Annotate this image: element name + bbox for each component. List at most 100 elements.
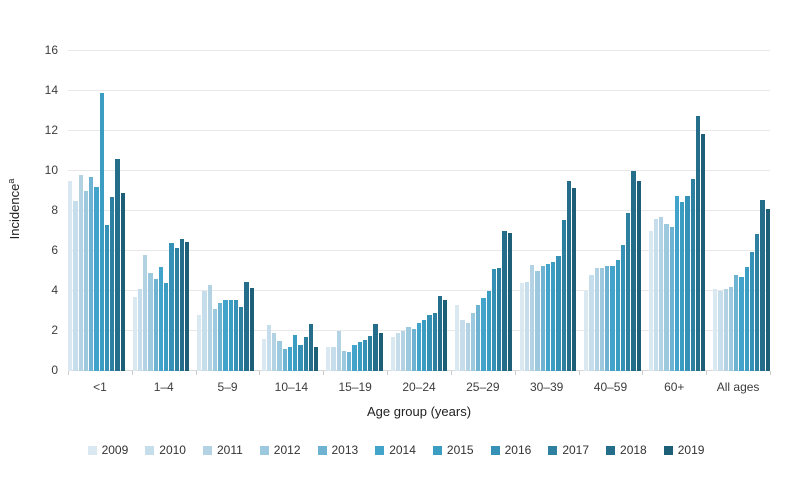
bar-25–29-2016 bbox=[491, 269, 497, 371]
bar-15–19-2019 bbox=[378, 333, 383, 371]
bar-15–19-2016 bbox=[362, 340, 368, 371]
y-tick-label-14: 14 bbox=[44, 83, 58, 97]
legend-swatch-2011 bbox=[202, 445, 212, 455]
bar-25–29-2012 bbox=[470, 313, 476, 371]
bar-15–19-2018 bbox=[373, 324, 378, 371]
bar-<1-2017 bbox=[110, 197, 115, 371]
bar-40–59-2012 bbox=[599, 268, 605, 371]
legend-item-2009: 2009 bbox=[87, 443, 128, 457]
bar-group-15–19 bbox=[326, 51, 383, 371]
x-axis-tick-mark bbox=[514, 371, 516, 375]
bar-5–9-2018 bbox=[244, 282, 249, 371]
bar-60+-2012 bbox=[664, 224, 669, 371]
bar-40–59-2009 bbox=[584, 291, 589, 371]
legend-label-2014: 2014 bbox=[389, 443, 416, 457]
bar-60+-2011 bbox=[659, 217, 664, 371]
legend-swatch-2010 bbox=[145, 445, 155, 455]
bar-60+-2015 bbox=[680, 202, 685, 371]
y-axis-title-superscript: a bbox=[5, 178, 16, 184]
legend-item-2011: 2011 bbox=[202, 443, 243, 457]
bar-10–14-2017 bbox=[303, 337, 308, 371]
gridline-y-10 bbox=[68, 170, 770, 171]
bar-group-1–4 bbox=[132, 51, 190, 371]
bar-<1-2010 bbox=[73, 201, 78, 371]
plot-area bbox=[68, 50, 770, 371]
bar-30–39-2019 bbox=[572, 188, 577, 371]
bar-All ages-2011 bbox=[723, 289, 728, 371]
bar-<1-2011 bbox=[78, 175, 83, 371]
bar-60+-2014 bbox=[674, 196, 680, 371]
bar-10–14-2009 bbox=[261, 339, 266, 371]
bar-20–24-2016 bbox=[427, 315, 432, 371]
bar-60+-2013 bbox=[669, 227, 674, 371]
bar-1–4-2014 bbox=[158, 267, 164, 371]
bar-25–29-2011 bbox=[465, 323, 470, 371]
legend-item-2013: 2013 bbox=[317, 443, 358, 457]
bar-30–39-2012 bbox=[535, 271, 540, 371]
legend-label-2015: 2015 bbox=[446, 443, 474, 457]
bar-15–19-2012 bbox=[341, 351, 347, 371]
bar-25–29-2017 bbox=[497, 268, 502, 371]
bar-60+-2018 bbox=[695, 116, 701, 371]
x-axis-tick-mark bbox=[706, 371, 708, 375]
legend-item-2010: 2010 bbox=[145, 443, 186, 457]
bar-5–9-2009 bbox=[197, 315, 202, 371]
legend-swatch-2012 bbox=[259, 445, 269, 455]
x-category-label-40–59: 40–59 bbox=[593, 380, 628, 394]
y-tick-label-10: 10 bbox=[44, 163, 58, 177]
bar-25–29-2009 bbox=[455, 305, 460, 371]
bar-5–9-2017 bbox=[239, 307, 244, 371]
x-axis-title: Age group (years) bbox=[366, 404, 472, 419]
bar-30–39-2016 bbox=[556, 256, 561, 371]
bar-60+-2010 bbox=[653, 219, 659, 371]
bar-30–39-2011 bbox=[530, 265, 535, 371]
legend-label-2019: 2019 bbox=[677, 443, 705, 457]
bar-1–4-2015 bbox=[164, 283, 169, 371]
bar-40–59-2010 bbox=[589, 275, 594, 371]
bar-1–4-2016 bbox=[169, 243, 174, 371]
bar-30–39-2015 bbox=[551, 262, 556, 371]
gridline-y-12 bbox=[68, 130, 770, 131]
legend-item-2017: 2017 bbox=[548, 443, 589, 457]
bar-15–19-2010 bbox=[331, 347, 336, 371]
bar-1–4-2018 bbox=[179, 239, 185, 371]
bar-25–29-2018 bbox=[502, 231, 507, 371]
bar-5–9-2013 bbox=[218, 303, 223, 371]
bar-25–29-2015 bbox=[486, 291, 491, 371]
bar-<1-2012 bbox=[83, 191, 89, 371]
bar-group-25–29 bbox=[455, 51, 512, 371]
legend-item-2012: 2012 bbox=[259, 443, 301, 457]
bar-All ages-2010 bbox=[718, 291, 723, 371]
bar-10–14-2011 bbox=[272, 333, 277, 371]
x-axis-tick-mark bbox=[68, 371, 69, 375]
bar-30–39-2010 bbox=[524, 282, 530, 371]
bar-1–4-2017 bbox=[174, 248, 179, 371]
x-axis-tick-mark bbox=[578, 371, 580, 375]
bar-All ages-2019 bbox=[765, 209, 770, 371]
x-category-label-25–29: 25–29 bbox=[466, 380, 500, 394]
bar-All ages-2009 bbox=[713, 289, 718, 371]
bar-<1-2019 bbox=[120, 193, 125, 371]
legend-item-2018: 2018 bbox=[606, 443, 647, 457]
legend-swatch-2009 bbox=[87, 445, 97, 455]
bar-group-10–14 bbox=[261, 51, 319, 371]
x-category-label-All ages: All ages bbox=[716, 380, 760, 394]
x-category-label-<1: <1 bbox=[93, 380, 107, 394]
bar-20–24-2010 bbox=[395, 333, 401, 371]
bar-40–59-2019 bbox=[636, 181, 641, 371]
bar-All ages-2015 bbox=[744, 267, 749, 371]
bar-25–29-2013 bbox=[476, 305, 481, 371]
legend: 2009 2010 2011 2012 2013 2014 2015 2016 2017 2018… bbox=[0, 443, 792, 457]
bar-20–24-2009 bbox=[390, 337, 395, 371]
gridline-y-16 bbox=[68, 50, 770, 51]
legend-item-2014: 2014 bbox=[375, 443, 416, 457]
legend-label-2012: 2012 bbox=[273, 443, 301, 457]
x-axis-tick-mark bbox=[770, 371, 771, 375]
legend-label-2016: 2016 bbox=[504, 443, 532, 457]
bar-60+-2016 bbox=[685, 196, 690, 371]
bar-40–59-2018 bbox=[631, 171, 636, 371]
bar-40–59-2011 bbox=[594, 268, 599, 371]
x-axis-tick-mark bbox=[259, 371, 261, 375]
bar-40–59-2013 bbox=[605, 266, 610, 371]
bar-group-40–59 bbox=[584, 51, 641, 371]
